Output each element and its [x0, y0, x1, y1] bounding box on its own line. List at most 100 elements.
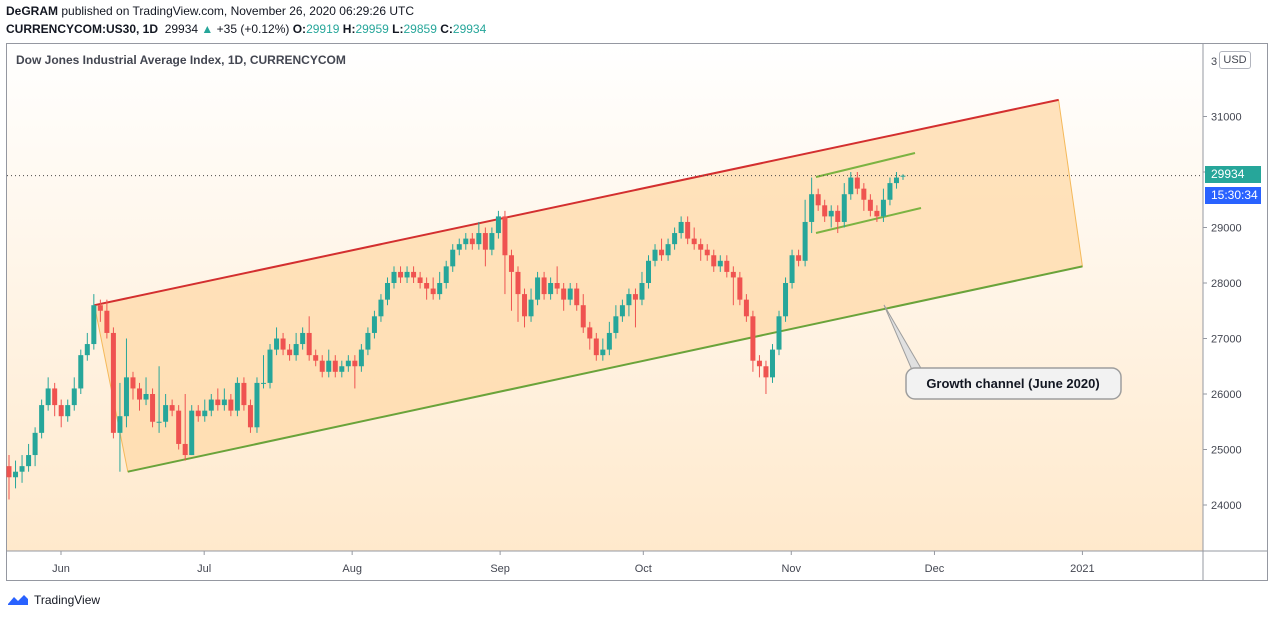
candle-down: [130, 377, 136, 389]
candle-up: [163, 405, 169, 422]
candle-down: [704, 249, 710, 256]
candle-down: [659, 249, 665, 256]
candle-down: [861, 188, 867, 200]
currency-button[interactable]: USD: [1219, 51, 1251, 69]
price-tick-label: 29000: [1211, 223, 1242, 235]
candle-up: [345, 360, 351, 367]
candle-up: [274, 338, 280, 350]
candle-up: [326, 360, 332, 372]
candle-down: [215, 399, 221, 406]
price-tick-label-partial: 3: [1211, 56, 1217, 68]
candle-up: [626, 294, 632, 306]
candle-up: [371, 316, 377, 333]
chart-frame[interactable]: [6, 43, 1268, 581]
publish-info: DeGRAM published on TradingView.com, Nov…: [6, 4, 414, 18]
author-name[interactable]: DeGRAM: [6, 4, 59, 18]
candle-down: [52, 388, 58, 406]
candle-up: [260, 382, 266, 384]
candle-up: [489, 233, 495, 250]
close-label: C:: [440, 22, 453, 36]
candle-up: [802, 221, 808, 261]
candle-up: [143, 394, 149, 400]
candle-up: [267, 349, 273, 383]
candle-down: [632, 294, 638, 300]
candle-down: [169, 405, 175, 411]
candle-up: [117, 416, 123, 433]
candle-down: [867, 199, 873, 211]
price-tick-label: 28000: [1211, 278, 1242, 290]
candle-down: [580, 305, 586, 328]
candle-up: [32, 432, 38, 456]
candle-down: [150, 394, 156, 422]
candle-up: [189, 410, 195, 456]
candle-down: [97, 305, 103, 311]
candle-down: [508, 255, 514, 272]
candle-down: [228, 399, 234, 411]
candle-down: [247, 405, 253, 428]
candle-down: [424, 283, 430, 289]
price-tick-label: 25000: [1211, 445, 1242, 457]
candle-up: [809, 194, 815, 222]
candle-up: [91, 305, 97, 345]
candle-up: [365, 332, 371, 350]
candle-down: [352, 360, 358, 367]
candle-up: [893, 177, 899, 184]
candle-up: [652, 249, 658, 261]
price-tick-label: 31000: [1211, 112, 1242, 124]
candle-up: [443, 266, 449, 283]
candle-down: [411, 271, 417, 278]
channel-upper-line: [94, 98, 1059, 307]
candle-up: [880, 199, 886, 217]
candle-up: [841, 194, 847, 222]
high-value: 29959: [355, 22, 389, 36]
candle-down: [110, 332, 116, 433]
candle-down: [756, 360, 762, 367]
candle-down: [796, 255, 802, 261]
candle-down: [763, 366, 769, 378]
candle-down: [502, 216, 508, 256]
countdown-tag: 15:30:34: [1205, 187, 1261, 204]
candle-down: [574, 288, 580, 306]
candle-up: [848, 177, 854, 195]
candle-down: [417, 277, 423, 283]
flag-upper-line: [815, 152, 916, 178]
time-tick-label: Jul: [197, 563, 211, 575]
candle-up: [78, 355, 84, 389]
candle-up: [156, 421, 162, 423]
high-label: H:: [342, 22, 356, 36]
price-tick-label: 26000: [1211, 389, 1242, 401]
candle-up: [672, 233, 678, 245]
candle-down: [874, 210, 880, 217]
candle-down: [698, 244, 704, 250]
tradingview-logo-icon: [8, 595, 28, 605]
flag-lower-line: [815, 207, 922, 234]
candle-down: [287, 349, 293, 356]
chart-title: Dow Jones Industrial Average Index, 1D, …: [16, 53, 346, 67]
candle-down: [822, 205, 828, 217]
candle-down: [854, 177, 860, 189]
candle-up: [84, 344, 90, 356]
candle-up: [476, 233, 482, 245]
candle-up: [378, 299, 384, 317]
footer-brand[interactable]: TradingView: [6, 592, 100, 608]
open-value: 29919: [306, 22, 340, 36]
candle-down: [685, 221, 691, 239]
candle-down: [398, 271, 404, 278]
time-tick-label: Dec: [925, 563, 945, 575]
footer-brand-label: TradingView: [34, 593, 101, 607]
time-tick-label: Jun: [52, 563, 70, 575]
ohlc-line: CURRENCYCOM:US30, 1D 29934 ▲ +35 (+0.12%…: [6, 22, 486, 36]
candle-down: [195, 410, 201, 417]
candle-up: [26, 455, 32, 467]
candle-up: [769, 349, 775, 378]
candle-down: [515, 271, 521, 295]
candle-up: [39, 405, 45, 433]
candle-down: [482, 233, 488, 250]
candle-up: [535, 277, 541, 300]
up-arrow-icon: ▲: [201, 22, 214, 36]
close-value: 29934: [452, 22, 487, 36]
open-label: O:: [292, 22, 307, 36]
candle-up: [789, 255, 795, 283]
candle-up: [450, 249, 456, 267]
